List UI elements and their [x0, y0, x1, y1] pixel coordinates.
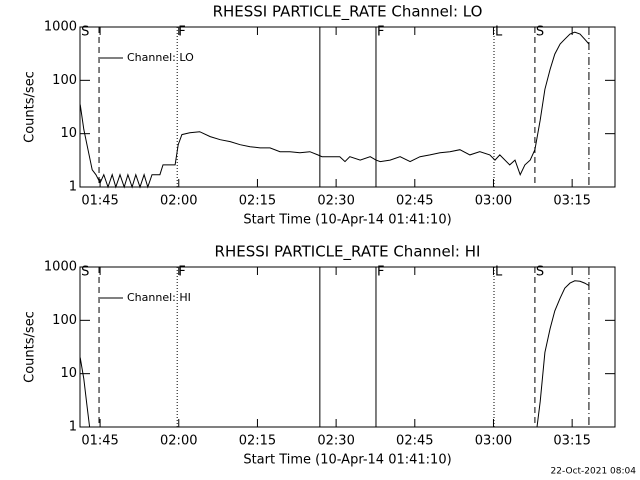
flag-label: L	[495, 265, 503, 280]
flag-label: F	[178, 25, 185, 40]
x-tick-label: 02:30	[317, 434, 354, 449]
flag-label: F	[377, 265, 384, 280]
flag-label: S	[536, 265, 544, 280]
legend-label: Channel: HI	[127, 291, 191, 304]
y-tick-label: 100	[52, 313, 77, 328]
x-tick-label: 02:15	[239, 434, 276, 449]
plot-frame	[79, 266, 616, 428]
flag-label: F	[178, 265, 185, 280]
x-tick-label: 03:15	[553, 194, 590, 209]
flag-label: S	[536, 25, 544, 40]
plot-frame	[79, 26, 616, 188]
data-line	[79, 31, 590, 189]
y-tick-label: 1	[69, 180, 77, 195]
x-tick-label: 03:00	[475, 194, 512, 209]
x-tick-label: 02:15	[239, 194, 276, 209]
x-tick-label: 03:15	[553, 434, 590, 449]
y-tick-label: 1000	[44, 260, 77, 275]
y-axis-label: Counts/sec	[23, 311, 38, 383]
y-tick-label: 100	[52, 73, 77, 88]
chart-title: RHESSI PARTICLE_RATE Channel: HI	[215, 243, 481, 262]
x-tick-label: 02:45	[396, 434, 433, 449]
x-tick-label: 01:45	[81, 194, 118, 209]
x-axis-label: Start Time (10-Apr-14 01:41:10)	[243, 213, 451, 228]
footer: 22-Oct-2021 08:04	[551, 467, 637, 477]
flag-label: S	[81, 265, 89, 280]
flag-label: F	[377, 25, 384, 40]
y-tick-label: 1000	[44, 20, 77, 35]
y-tick-label: 10	[60, 126, 77, 141]
legend-label: Channel: LO	[127, 51, 194, 64]
x-tick-label: 02:00	[160, 434, 197, 449]
chart-title: RHESSI PARTICLE_RATE Channel: LO	[213, 3, 483, 22]
x-tick-label: 01:45	[81, 434, 118, 449]
y-axis-label: Counts/sec	[23, 71, 38, 143]
flag-label: S	[81, 25, 89, 40]
x-tick-label: 02:00	[160, 194, 197, 209]
x-tick-label: 03:00	[475, 434, 512, 449]
y-tick-label: 1	[69, 420, 77, 435]
x-axis-label: Start Time (10-Apr-14 01:41:10)	[243, 453, 451, 468]
x-tick-label: 02:30	[317, 194, 354, 209]
data-line	[79, 280, 590, 428]
x-tick-label: 02:45	[396, 194, 433, 209]
flag-label: L	[495, 25, 503, 40]
y-tick-label: 10	[60, 366, 77, 381]
